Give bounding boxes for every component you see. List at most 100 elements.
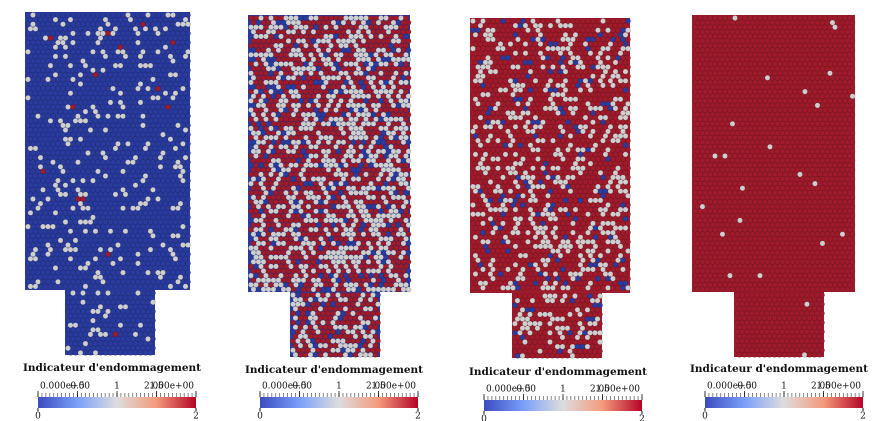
particle [295,194,302,201]
particle [393,42,399,49]
particle [307,333,314,340]
particle [122,62,129,69]
particle [295,338,301,344]
particle [162,182,169,188]
particle [25,76,31,83]
particle [285,121,292,127]
particle [293,245,299,251]
particle [177,53,184,60]
particle [300,56,307,63]
particle [270,268,277,274]
particle [125,232,131,239]
particle [328,125,334,132]
particle [172,237,179,244]
particle [92,90,99,96]
particle [127,35,134,41]
particle [380,203,387,210]
particle [328,153,334,159]
colorbar-tick-label: 0.000e+00 [40,382,90,392]
particle [355,75,362,81]
particle [365,75,372,81]
particle [278,116,284,122]
particle [60,242,66,248]
particle [405,111,412,118]
particle [120,278,126,285]
particle [275,249,282,256]
particle [325,292,331,298]
particle [72,322,79,329]
particle [393,171,399,178]
particle [298,226,304,233]
particle [495,27,501,34]
particle [115,30,121,37]
particle [150,260,156,267]
particle [157,200,164,207]
particle [388,70,394,76]
particle [115,336,121,342]
particle [398,235,404,242]
particle [373,61,379,67]
particle [265,28,272,35]
particle [373,281,379,288]
particle [353,98,359,104]
particle [145,140,151,147]
particle [60,85,66,92]
particle [70,269,76,276]
particle [363,189,369,196]
particle [125,104,131,110]
particle [275,240,282,247]
particle [107,283,114,290]
particle [385,148,392,155]
particle [295,130,302,136]
particle [325,102,332,109]
particle [305,203,312,210]
particle [185,104,191,110]
particle [47,265,54,271]
particle [338,116,344,122]
particle [617,50,624,57]
particle [110,269,116,276]
particle [375,338,381,344]
particle [130,278,136,285]
particle [302,296,309,303]
particle [390,121,397,127]
particle [85,317,91,324]
particle [135,58,141,64]
particle [293,42,299,49]
particle [395,75,402,81]
particle [120,269,126,276]
particle [263,143,269,150]
particle [323,153,329,159]
particle [275,121,282,127]
particle [275,19,282,26]
particle [278,254,284,261]
particle [273,199,279,205]
particle [300,212,307,219]
particle [328,134,334,141]
particle [330,84,337,90]
particle [565,73,571,79]
particle [47,62,54,69]
particle [360,319,366,326]
particle [298,281,304,288]
particle [162,274,169,281]
particle [40,39,46,46]
particle [167,154,174,161]
particle [180,49,186,55]
particle [295,93,302,99]
particle [362,333,369,340]
particle [57,237,64,244]
particle [162,154,169,161]
particle [348,272,354,279]
particle [557,68,564,75]
particle [537,41,544,47]
particle [35,168,41,175]
particle [255,249,262,256]
particle [52,200,59,207]
particle [92,145,99,152]
particle [105,326,111,333]
particle [37,25,44,32]
particle [322,315,329,321]
particle [373,116,379,122]
particle [85,205,91,211]
